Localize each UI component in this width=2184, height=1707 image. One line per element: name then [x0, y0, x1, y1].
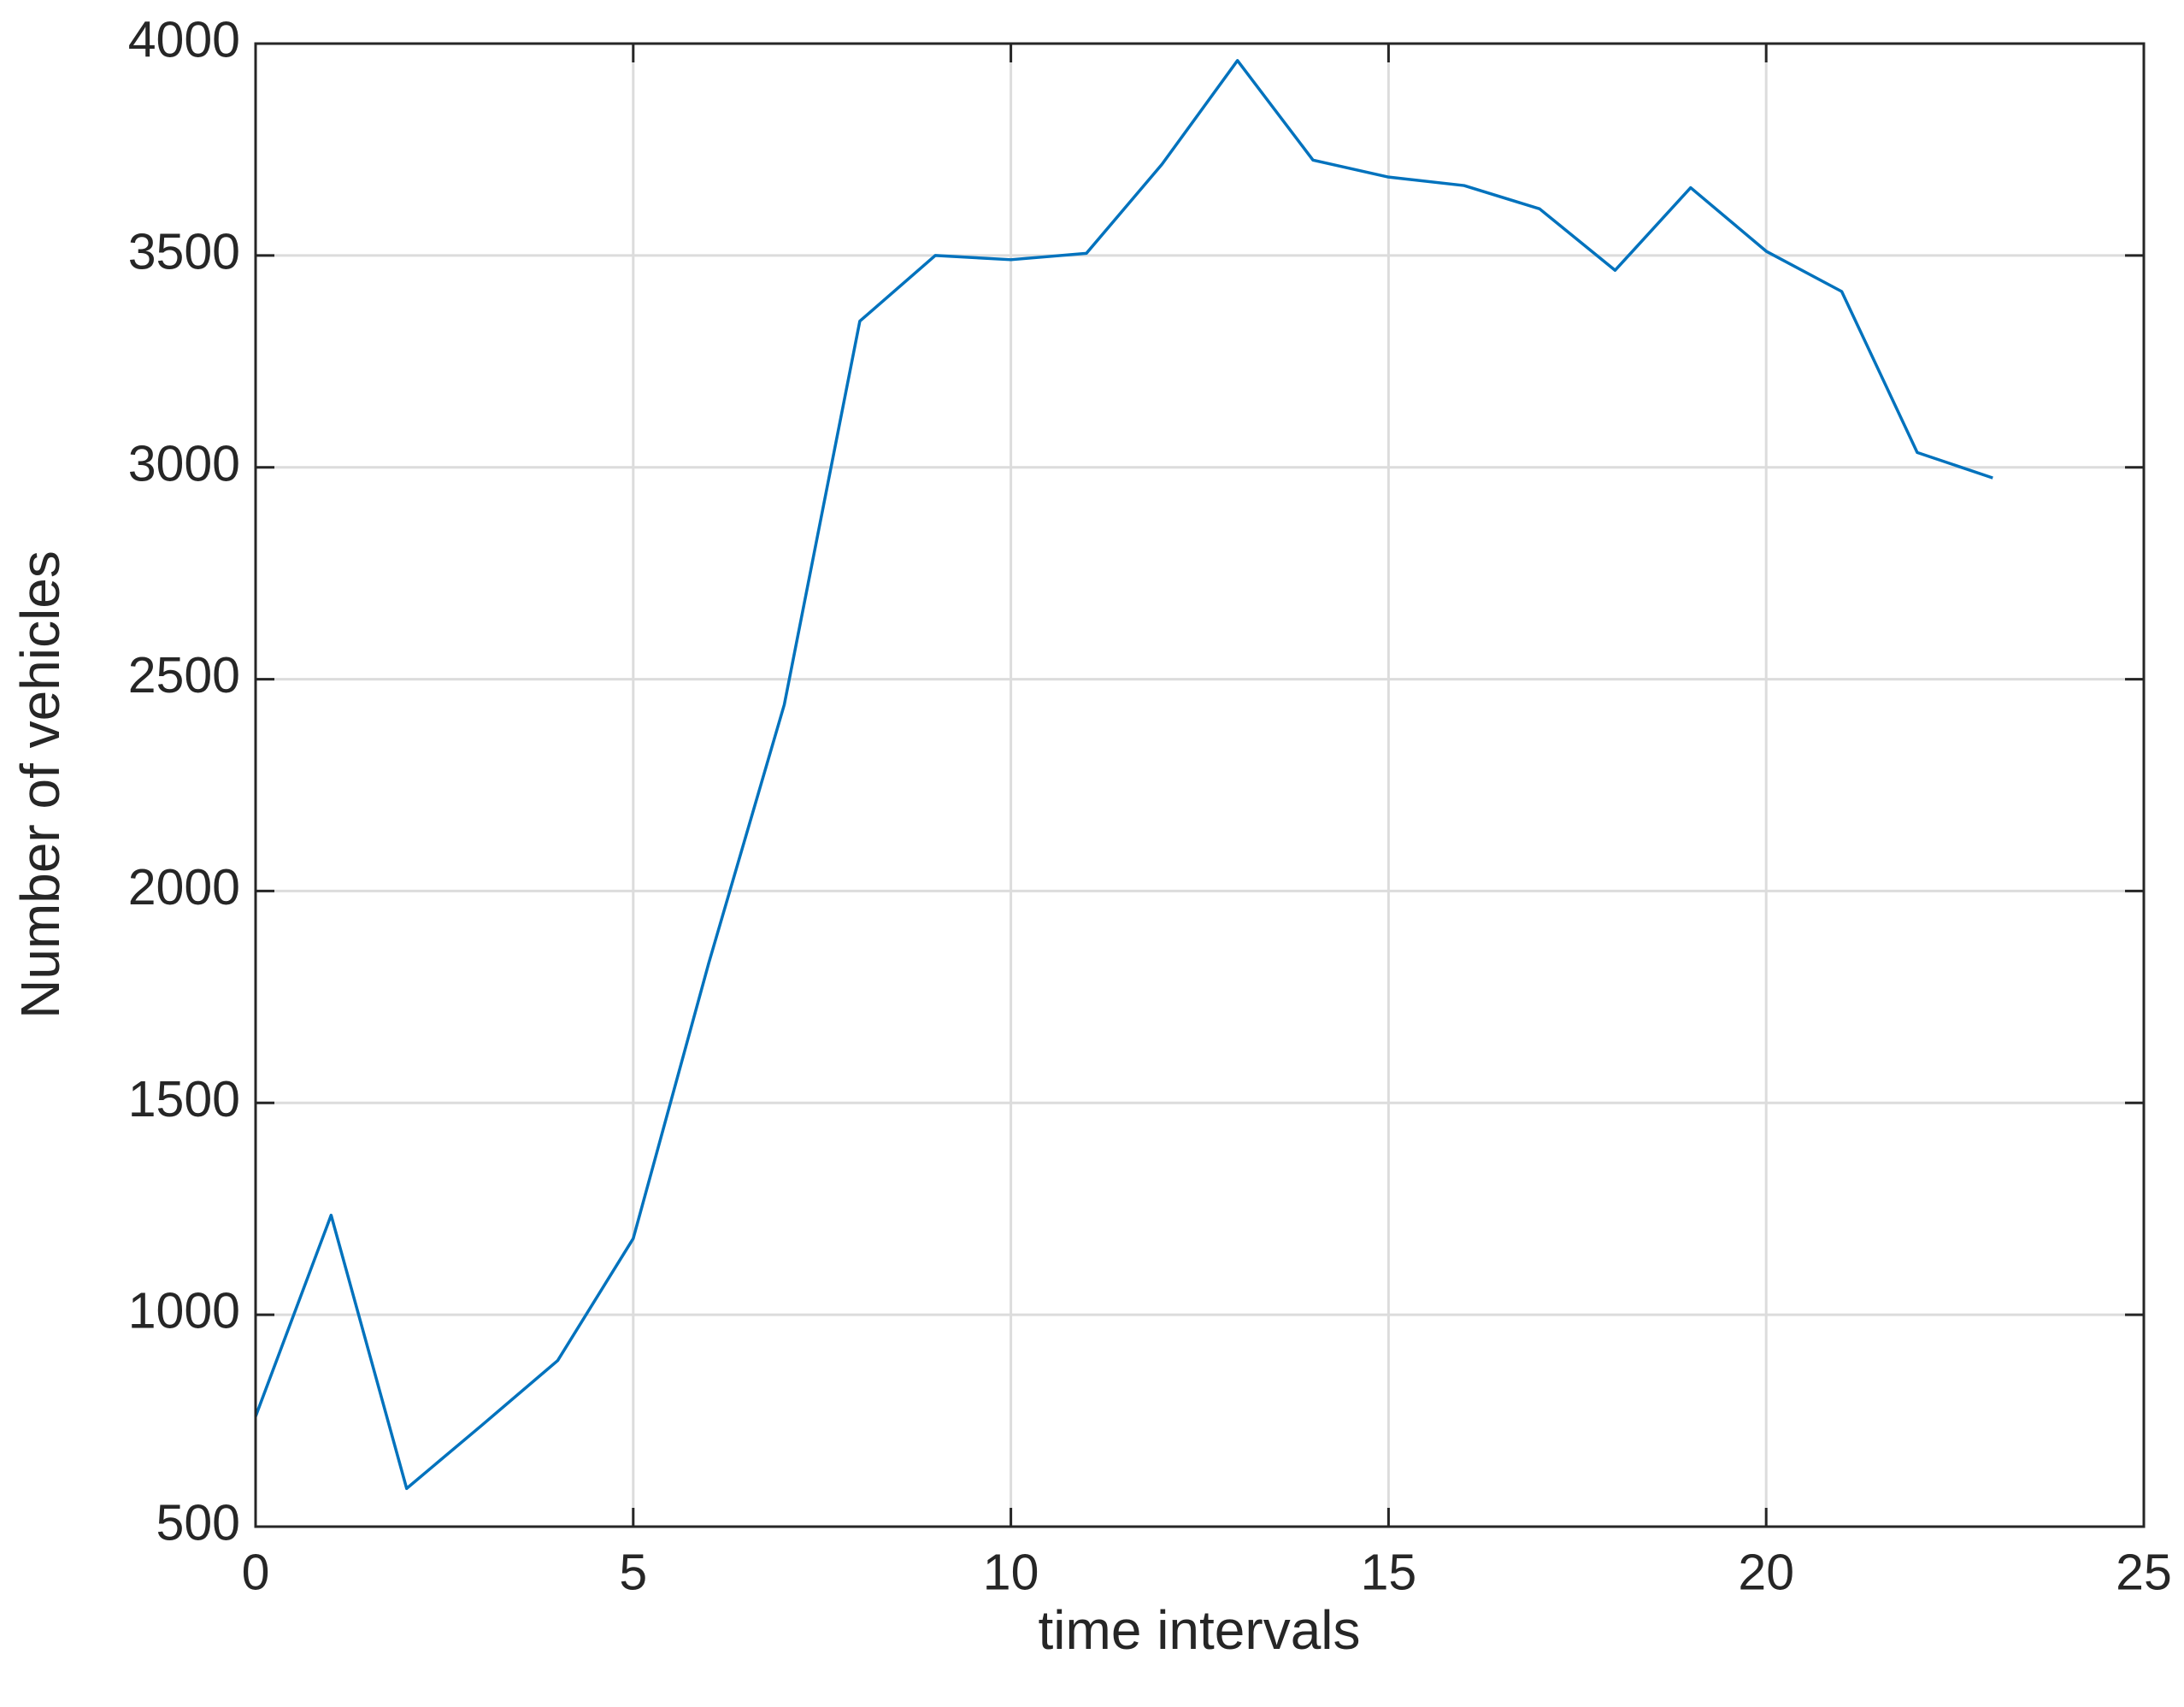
y-tick-label: 3000 [128, 435, 240, 491]
marks [254, 59, 1993, 1491]
y-tick-label: 1000 [128, 1283, 240, 1339]
x-tick-label: 25 [2116, 1545, 2172, 1601]
ticks: 0 5 10 15 20 25 500 1000 1500 2000 2500 3000 3500 400… [128, 12, 2172, 1601]
y-axis-label: Number of vehicles [9, 550, 71, 1019]
data-line [254, 59, 1993, 1491]
y-tick-label: 1500 [128, 1071, 240, 1127]
x-tick-label: 15 [1361, 1545, 1417, 1601]
axes-box [254, 42, 2146, 1528]
x-tick-label: 20 [1738, 1545, 1794, 1601]
x-axis-label: time intervals [1039, 1599, 1361, 1661]
x-tick-label: 0 [242, 1545, 270, 1601]
x-tick-label: 10 [983, 1545, 1039, 1601]
y-tick-label: 4000 [128, 12, 240, 68]
y-tick-label: 3500 [128, 223, 240, 280]
y-tick-label: 2500 [128, 647, 240, 703]
x-tick-label: 5 [619, 1545, 647, 1601]
y-tick-label: 2000 [128, 859, 240, 915]
y-tick-label: 500 [156, 1495, 240, 1551]
